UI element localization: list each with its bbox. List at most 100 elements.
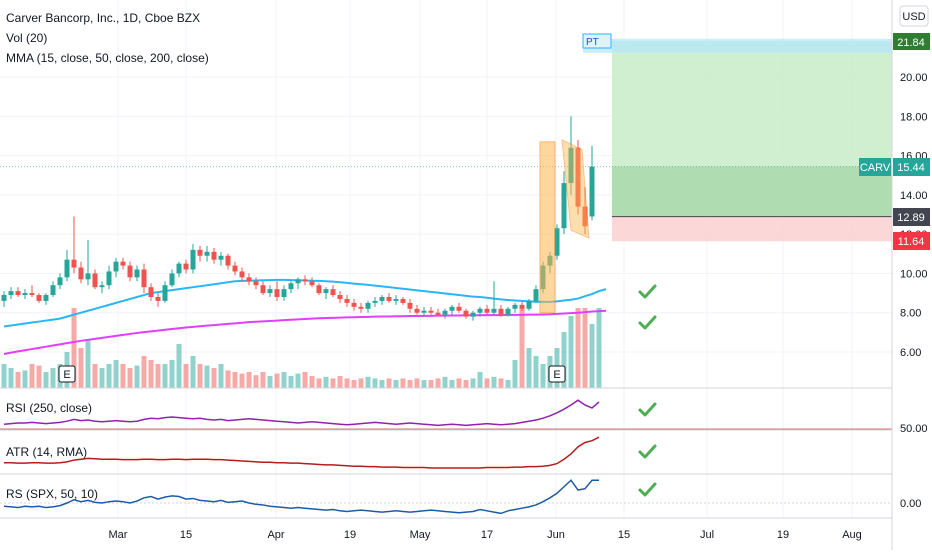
- check-icon: [638, 482, 657, 497]
- volume-bar: [71, 308, 77, 388]
- volume-legend[interactable]: Vol (20): [6, 31, 47, 45]
- currency-label: USD: [902, 11, 925, 23]
- candle-body: [288, 283, 294, 290]
- candle-body: [477, 308, 483, 313]
- volume-bar: [218, 364, 224, 388]
- volume-bar: [288, 376, 294, 388]
- rsi-legend[interactable]: RSI (250, close): [6, 401, 92, 415]
- candle-body: [29, 293, 35, 296]
- atr-legend[interactable]: ATR (14, RMA): [6, 445, 87, 459]
- volume-bar: [463, 380, 469, 388]
- candle-body: [316, 285, 322, 294]
- candle-body: [1, 295, 7, 301]
- volume-bar: [29, 364, 35, 388]
- volume-bar: [365, 376, 371, 388]
- volume-bar: [526, 348, 532, 388]
- entry-price-tag: 12.89: [893, 208, 930, 226]
- candle-body: [498, 308, 504, 315]
- candle-body: [120, 261, 126, 266]
- volume-bar: [589, 324, 595, 388]
- candle-body: [505, 308, 511, 315]
- candle-body: [162, 285, 168, 301]
- volume-bar: [344, 378, 350, 388]
- check-icon: [638, 284, 657, 299]
- volume-bar: [575, 308, 581, 388]
- volume-bar: [533, 356, 539, 388]
- flag-highlight: [561, 139, 590, 239]
- x-tick-label: May: [410, 529, 431, 541]
- volume-bar: [393, 380, 399, 388]
- candle-body: [568, 147, 574, 184]
- candle-body: [491, 308, 497, 313]
- volume-bar: [15, 372, 21, 388]
- candle-body: [575, 147, 581, 207]
- candle-body: [442, 310, 448, 315]
- x-tick-label: 17: [481, 529, 493, 541]
- x-tick-label: 15: [180, 529, 192, 541]
- currency-button[interactable]: USD: [899, 5, 929, 27]
- volume-bar: [267, 376, 273, 388]
- volume-bar: [372, 378, 378, 388]
- candle-body: [260, 285, 266, 294]
- candle-body: [281, 289, 287, 297]
- volume-bar: [253, 375, 259, 388]
- rs-level-label: 0.00: [900, 498, 921, 510]
- earnings-marker-label: E: [63, 369, 70, 381]
- volume-bar: [225, 370, 231, 388]
- earnings-marker[interactable]: [548, 365, 566, 383]
- stop-price-tag: 11.64: [893, 232, 930, 250]
- candle-body: [169, 273, 175, 286]
- candle-body: [330, 289, 336, 296]
- check-icon: [638, 444, 657, 459]
- rs-legend[interactable]: RS (SPX, 50, 10): [6, 487, 98, 501]
- volume-bar: [491, 376, 497, 388]
- volume-bar: [162, 364, 168, 388]
- x-tick-label: 19: [344, 529, 356, 541]
- candle-body: [78, 267, 84, 280]
- volume-bar: [36, 365, 42, 388]
- volume-bar: [190, 356, 196, 388]
- candle-body: [519, 304, 525, 309]
- volume-bar: [561, 332, 567, 388]
- volume-bar: [330, 378, 336, 388]
- stop-zone: [612, 216, 892, 242]
- volume-bar: [22, 370, 28, 388]
- last-price-text: 15.44: [897, 162, 925, 174]
- volume-bar: [92, 364, 98, 388]
- candle-body: [106, 271, 112, 286]
- candle-body: [372, 300, 378, 303]
- volume-bar: [582, 308, 588, 388]
- candle-body: [295, 279, 301, 284]
- candle-body: [309, 281, 315, 286]
- mma-legend[interactable]: MMA (15, close, 50, close, 200, close): [6, 51, 209, 65]
- volume-bar: [309, 376, 315, 388]
- candle-body: [246, 277, 252, 282]
- volume-bar: [498, 378, 504, 388]
- volume-bar: [351, 380, 357, 388]
- pt-band: [583, 38, 892, 53]
- volume-bar: [414, 378, 420, 388]
- candle-body: [204, 251, 210, 256]
- volume-bar: [316, 378, 322, 388]
- candle-body: [456, 306, 462, 311]
- y-tick-label: 14.00: [900, 190, 928, 202]
- breakout-highlight: [539, 141, 556, 314]
- check-icon: [638, 315, 657, 330]
- candle-body: [239, 271, 245, 278]
- candle-body: [15, 291, 21, 296]
- rsi-line: [3, 399, 600, 427]
- earnings-marker[interactable]: [58, 365, 76, 383]
- volume-bar: [568, 316, 574, 388]
- volume-bar: [484, 378, 490, 388]
- volume-bar: [470, 378, 476, 388]
- x-tick-label: Aug: [842, 529, 862, 541]
- candle-body: [435, 312, 441, 315]
- volume-bar: [400, 378, 406, 388]
- volume-bar: [211, 368, 217, 388]
- rsi-level-label: 50.00: [900, 423, 928, 435]
- target-price-text: 21.84: [897, 37, 925, 49]
- candle-body: [176, 263, 182, 274]
- candle-body: [232, 265, 238, 272]
